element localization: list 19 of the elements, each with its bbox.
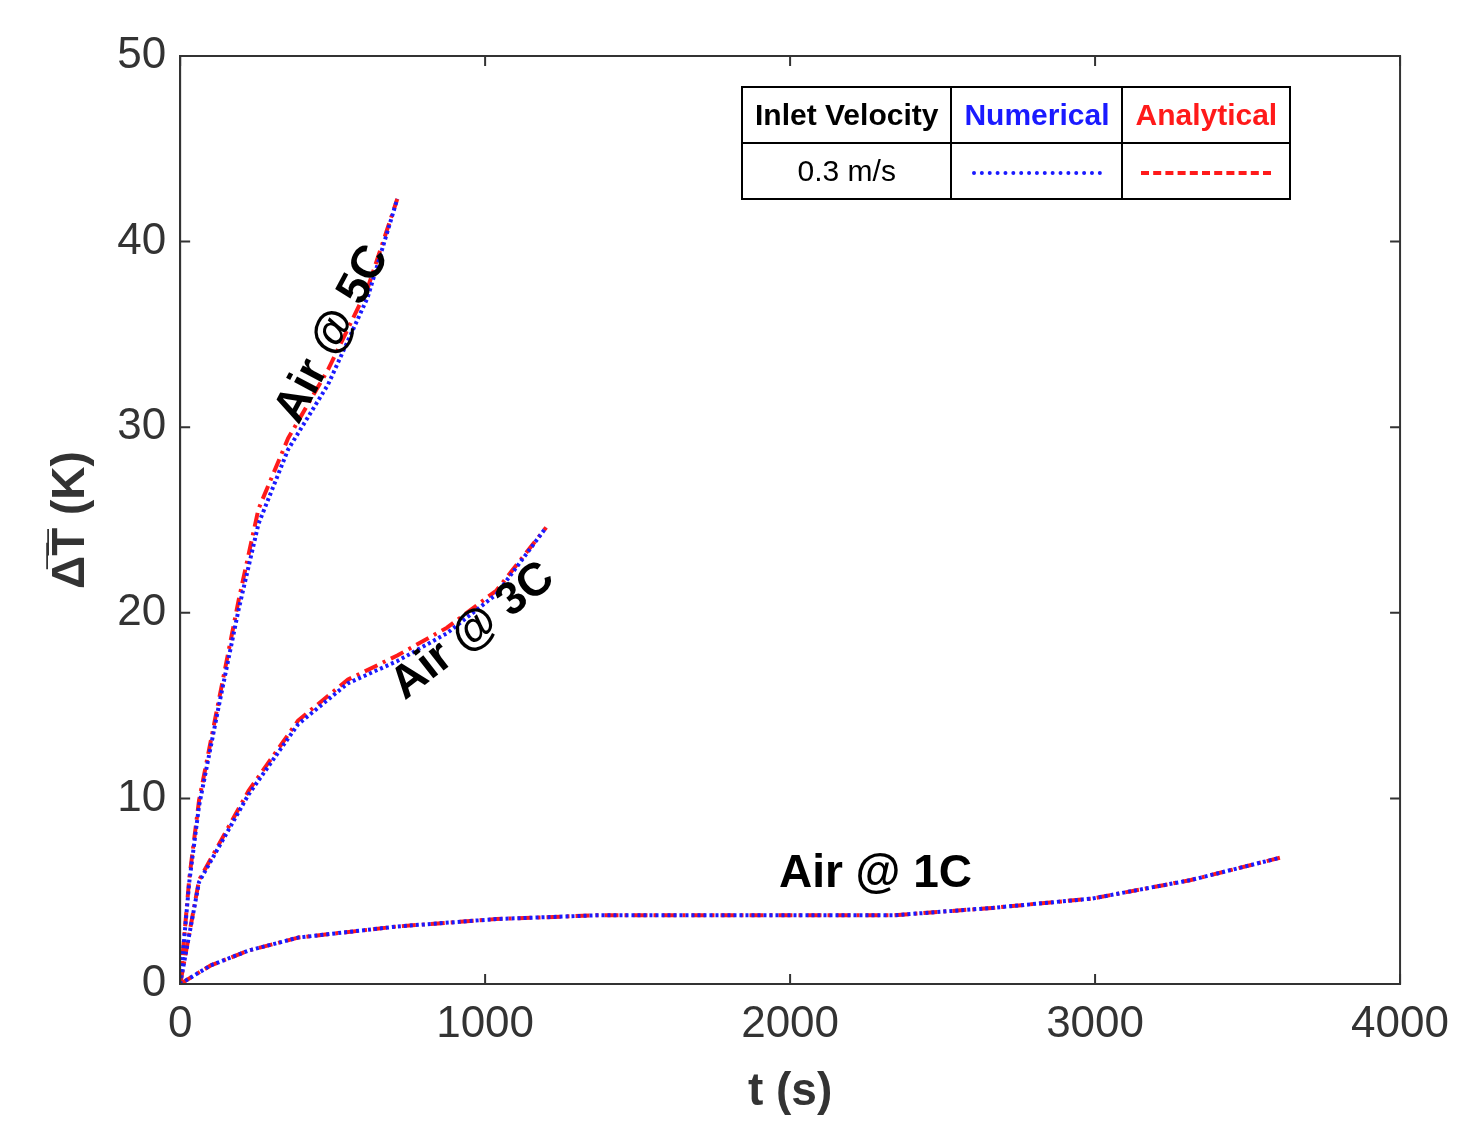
annotation: 0.3 m/s <box>742 143 952 199</box>
y-tick-label: 50 <box>117 28 167 78</box>
y-tick-label: 30 <box>117 399 167 449</box>
y-tick-label: 20 <box>117 584 167 634</box>
y-tick-label: 40 <box>117 213 167 263</box>
annotation: Air @ 3C <box>378 548 563 709</box>
x-tick-label: 1000 <box>436 996 535 1046</box>
x-tick-label: 3000 <box>1046 996 1145 1046</box>
annotation: Air @ 1C <box>778 845 973 898</box>
text: Analytical <box>1122 87 1291 143</box>
text: Numerical <box>951 87 1123 143</box>
y-axis-title: Δ̅T̅ (K) <box>42 451 95 589</box>
legend-title: Inlet Velocity <box>742 87 952 143</box>
x-tick-label: 4000 <box>1351 996 1449 1046</box>
x-tick-label: 2000 <box>741 996 840 1046</box>
annotation: Air @ 5C <box>261 235 398 431</box>
y-tick-label: 10 <box>117 770 167 820</box>
x-axis-title: t (s) <box>747 1063 833 1116</box>
y-tick-label: 0 <box>141 956 167 1006</box>
